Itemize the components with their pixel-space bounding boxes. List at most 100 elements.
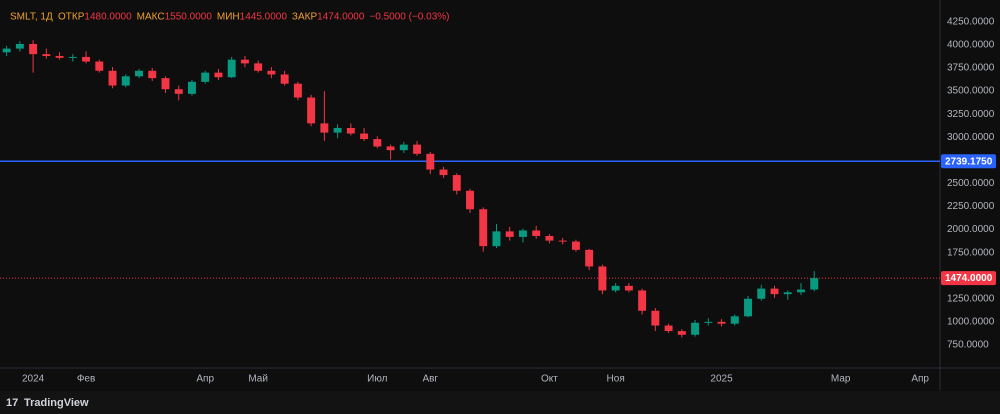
- y-tick-label: 750.0000: [947, 340, 989, 351]
- candle-body: [360, 133, 369, 140]
- x-tick-label: Фев: [77, 374, 95, 385]
- price-label-box: [941, 154, 996, 169]
- candle-body: [42, 54, 51, 56]
- header-label: ЗАКР: [292, 12, 318, 23]
- candle-body: [532, 230, 541, 236]
- candle-body: [704, 321, 713, 323]
- candle-body: [82, 56, 91, 62]
- candle-body: [638, 290, 647, 311]
- y-tick-label: 3750.0000: [947, 63, 995, 74]
- candle-body: [770, 288, 779, 295]
- candle-body: [95, 61, 104, 71]
- candle-body: [452, 175, 461, 191]
- header-value: 1480.0000: [84, 12, 132, 23]
- header-change: −0.5000 (−0.03%): [369, 12, 449, 23]
- candle-body: [479, 209, 488, 247]
- candle-body: [505, 231, 514, 237]
- brand: TradingView: [24, 397, 89, 409]
- candle-body: [2, 48, 11, 53]
- candle-body: [492, 231, 501, 247]
- candle-body: [201, 72, 210, 82]
- candle-body: [267, 70, 276, 75]
- y-tick-label: 2250.0000: [947, 201, 995, 212]
- candle-body: [399, 144, 408, 151]
- candle-body: [677, 331, 686, 335]
- candle-body: [29, 44, 38, 55]
- candle-body: [744, 298, 752, 317]
- candle-body: [386, 146, 395, 151]
- y-tick-label: 3000.0000: [947, 132, 995, 143]
- candle-body: [214, 72, 223, 78]
- y-tick-label: 1750.0000: [947, 247, 995, 258]
- candle-body: [598, 266, 607, 291]
- symbol: SMLT, 1Д: [10, 12, 53, 23]
- header-label: МИН: [217, 12, 240, 23]
- candle-body: [280, 74, 289, 84]
- candle-body: [174, 89, 183, 94]
- candle-body: [717, 321, 726, 324]
- brand-logo: 17: [6, 397, 18, 409]
- x-tick-label: Окт: [541, 374, 558, 385]
- x-tick-label: Май: [248, 374, 268, 385]
- candle-body: [108, 70, 117, 86]
- header-label: МАКС: [137, 12, 165, 23]
- y-tick-label: 1250.0000: [947, 293, 995, 304]
- candle-body: [558, 240, 567, 242]
- candle-body: [611, 285, 620, 291]
- price-label: 1474.0000: [945, 273, 993, 284]
- x-tick-label: Апр: [911, 374, 929, 385]
- candle-body: [148, 70, 157, 79]
- x-tick-label: Апр: [196, 374, 214, 385]
- y-tick-label: 4000.0000: [947, 40, 995, 51]
- ohlc-header: ОТКР 1480.0000 МАКС 1550.0000 МИН 1445.0000 ЗА…: [58, 12, 449, 23]
- candle-body: [227, 59, 236, 78]
- y-tick-label: 4250.0000: [947, 16, 995, 27]
- candle-body: [135, 70, 143, 77]
- candle-body: [346, 128, 355, 134]
- footer: [0, 391, 1000, 414]
- candle-body: [68, 56, 77, 58]
- candle-body: [810, 278, 819, 290]
- candle-body: [439, 169, 448, 176]
- candle-body: [373, 139, 382, 147]
- x-tick-label: Ноя: [607, 374, 625, 385]
- x-tick-label: Авг: [422, 374, 438, 385]
- y-tick-label: 2500.0000: [947, 178, 995, 189]
- y-tick-label: 3250.0000: [947, 109, 995, 120]
- candle-body: [121, 76, 130, 86]
- candle-body: [240, 59, 249, 64]
- candle-body: [15, 44, 24, 49]
- candle-body: [188, 81, 196, 94]
- candle-body: [320, 123, 329, 133]
- x-tick-label: 2024: [22, 374, 45, 385]
- header-value: 1445.0000: [240, 12, 288, 23]
- x-tick-label: Июл: [367, 374, 387, 385]
- x-tick-label: Мар: [831, 374, 851, 385]
- candle-body: [730, 316, 739, 324]
- candle-body: [545, 236, 554, 241]
- x-tick-label: 2025: [710, 374, 733, 385]
- candle-body: [797, 289, 805, 293]
- candle-body: [691, 322, 700, 335]
- candle-body: [55, 56, 64, 58]
- candle-body: [333, 128, 342, 133]
- candle-body: [293, 83, 302, 98]
- candle-body: [571, 241, 580, 250]
- y-tick-label: 1000.0000: [947, 316, 995, 327]
- candle-body: [426, 153, 435, 170]
- candle-body: [585, 249, 594, 267]
- candle-body: [783, 292, 792, 295]
- y-tick-label: 3500.0000: [947, 86, 995, 97]
- candle-body: [757, 288, 766, 299]
- candle-body: [413, 144, 422, 154]
- candle-body: [624, 285, 633, 291]
- header-value: 1474.0000: [317, 12, 365, 23]
- candle-body: [254, 63, 263, 71]
- candle-body: [518, 230, 527, 237]
- price-label-box: [941, 271, 996, 286]
- candle-body: [466, 190, 474, 210]
- header-value: 1550.0000: [165, 12, 213, 23]
